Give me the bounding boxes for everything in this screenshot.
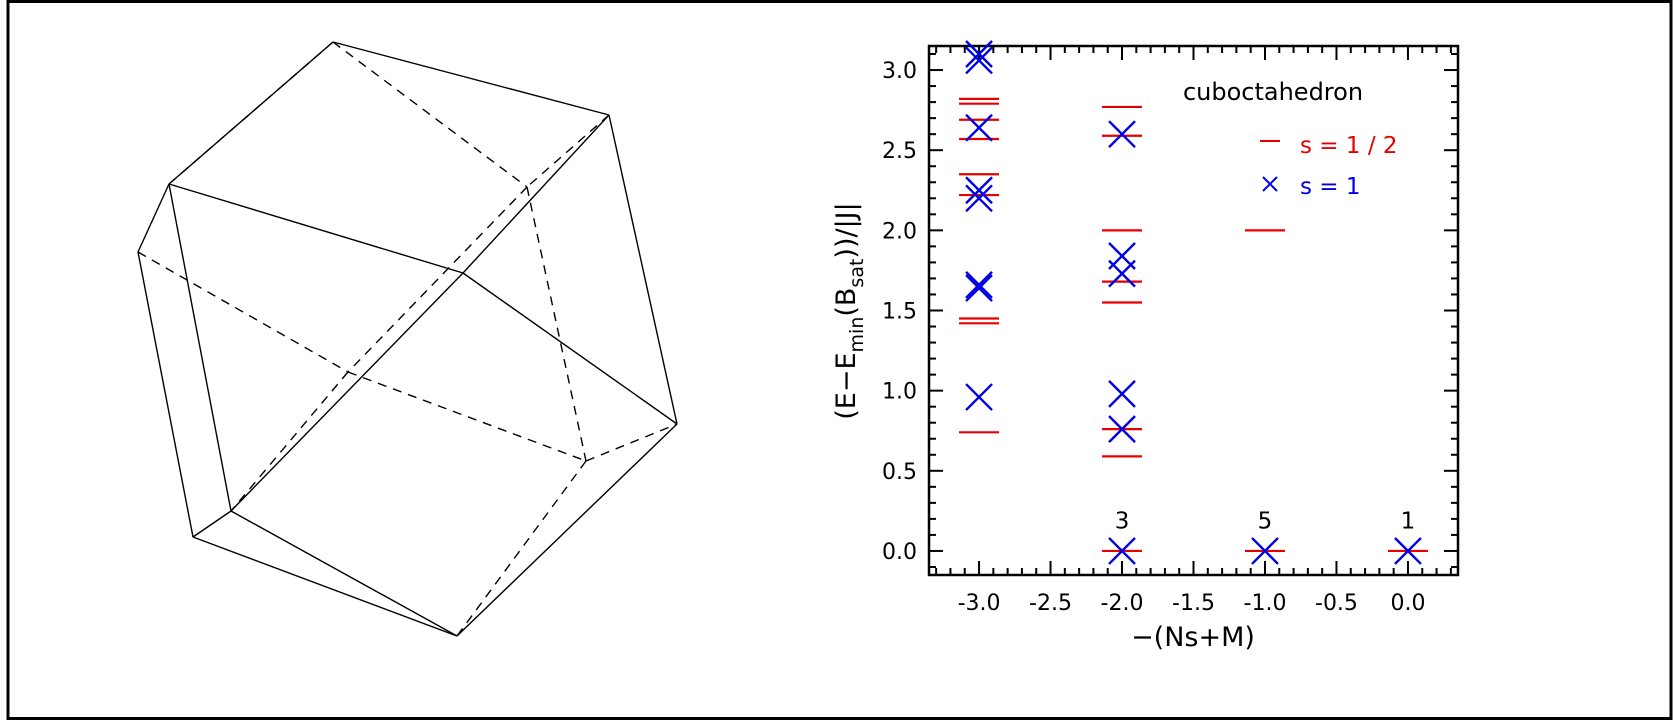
axis-ticks [929,46,1458,575]
y-tick-label: 1.5 [882,300,917,325]
cross-mark [1108,242,1136,270]
hidden-edges [137,41,678,637]
y-tick-label: 0.5 [882,460,917,485]
y-tick-label: 1.0 [882,380,917,405]
cross-mark [965,184,993,213]
x-tick-label: -3.0 [958,591,1001,616]
cross-mark [1108,380,1136,408]
cross-mark [965,46,993,75]
visible-edges [137,41,678,637]
legend-marker-s-one [1262,176,1278,192]
cross-mark [1108,537,1136,565]
x-axis-label: −(Ns+M) [1131,622,1255,653]
degeneracy-annotations: 3 5 1 [1115,508,1416,534]
legend: cuboctahedron s = 1 / 2 s = 1 [1183,78,1398,200]
x-tick-label: -0.5 [1315,591,1358,616]
x-tick-label: 0.0 [1390,591,1425,616]
y-axis-label-sub2: sat [846,259,868,288]
y-tick-label: 3.0 [882,59,917,84]
x-tick-labels: -3.0 -2.5 -2.0 -1.5 -1.0 -0.5 0.0 [958,591,1426,616]
cross-mark [1108,415,1136,443]
y-tick-labels: 0.0 0.5 1.0 1.5 2.0 2.5 3.0 [882,59,917,565]
x-tick-label: -2.5 [1029,591,1072,616]
cross-mark [965,271,993,299]
y-axis-label: (E−Emin(Bsat))/|J| [831,202,868,420]
plot-frame [927,44,1460,577]
figure-frame [6,0,1673,720]
series-s-one [965,40,1422,565]
cross-mark [965,176,993,205]
cross-mark [1108,120,1136,149]
x-tick-label: -1.0 [1244,591,1287,616]
series-s-half [959,97,1428,553]
cross-mark [1394,537,1422,565]
cuboctahedron-wireframe [137,41,678,637]
data-marks [959,40,1428,565]
y-tick-label: 2.0 [882,219,917,244]
y-tick-label: 0.0 [882,540,917,565]
cross-mark [965,383,993,411]
cross-mark [1251,537,1279,565]
degeneracy-label: 3 [1115,508,1130,534]
x-tick-label: -2.0 [1101,591,1144,616]
cross-mark [965,40,993,68]
cross-mark [965,113,993,142]
y-axis-label-sub1: min [846,317,868,353]
y-axis-label-mid: (B [831,288,862,317]
energy-level-chart: -3.0 -2.5 -2.0 -1.5 -1.0 -0.5 0.0 0.0 0.5 1.0 1.5… [831,40,1460,653]
degeneracy-label: 5 [1258,508,1273,534]
cross-mark [965,274,993,302]
x-tick-label: -1.5 [1172,591,1215,616]
y-axis-label-suffix: ))/|J| [831,202,862,258]
legend-label-s-one: s = 1 [1300,174,1361,200]
legend-title: cuboctahedron [1183,78,1363,106]
legend-label-s-half: s = 1 / 2 [1300,133,1398,159]
degeneracy-label: 1 [1401,508,1416,534]
y-axis-label-prefix: (E−E [831,352,862,419]
y-tick-label: 2.5 [882,139,917,164]
